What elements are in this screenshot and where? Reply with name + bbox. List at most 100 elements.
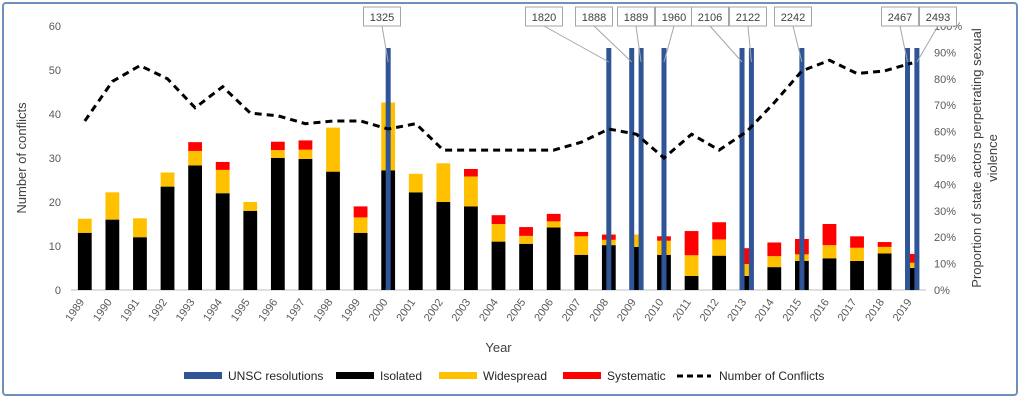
- legend-label: Isolated: [380, 369, 422, 383]
- unsc-resolution-bar-1820: [606, 48, 612, 290]
- unsc-resolution-bar-1325: [385, 48, 391, 290]
- x-tick-label: 2012: [698, 297, 722, 324]
- bar-widespread-1998: [326, 127, 340, 172]
- callout-leader: [381, 25, 389, 63]
- x-tick-label: 2014: [753, 297, 777, 324]
- x-tick-label: 2017: [836, 297, 860, 324]
- callout-label: 1889: [624, 12, 648, 24]
- callout-leader: [747, 25, 752, 63]
- unsc-resolution-bar-1888: [629, 48, 635, 290]
- bar-isolated-1998: [326, 171, 340, 290]
- callout-label: 2122: [736, 12, 760, 24]
- y2-tick-label: 40%: [934, 179, 956, 191]
- x-tick-label: 1989: [63, 297, 87, 324]
- callout-leader: [709, 25, 743, 63]
- bar-widespread-1994: [215, 169, 230, 194]
- callout-leader: [663, 25, 675, 63]
- y2-tick-label: 0%: [934, 285, 950, 297]
- x-tick-label: 2019: [891, 297, 915, 324]
- bar-widespread-2005: [519, 235, 533, 244]
- callout-leader: [593, 25, 633, 63]
- x-axis-title: Year: [485, 340, 512, 355]
- y-tick-label: 0: [55, 285, 61, 297]
- bar-isolated-2006: [546, 227, 561, 290]
- callout-label: 1820: [532, 12, 556, 24]
- x-tick-label: 2015: [780, 297, 804, 324]
- bar-widespread-1993: [188, 150, 203, 166]
- unsc-resolution-bar-2242: [799, 48, 805, 290]
- bar-widespread-1991: [133, 218, 147, 238]
- bar-widespread-2013: [739, 264, 754, 276]
- x-tick-label: 2000: [367, 297, 391, 324]
- callout-label: 2493: [926, 12, 950, 24]
- y-tick-label: 60: [49, 21, 61, 33]
- x-tick-label: 2001: [394, 297, 418, 324]
- bar-isolated-2014: [767, 267, 782, 290]
- bar-isolated-1993: [188, 165, 203, 290]
- x-tick-label: 2016: [808, 297, 832, 324]
- callout-box: [617, 6, 655, 27]
- x-tick-label: 2018: [863, 297, 887, 324]
- chart-frame: 0 10 20 30 40 50 60 0% 10% 20% 30% 40% 50% 60% 70% 80% 9…: [2, 2, 1018, 396]
- bar-widespread-2001: [408, 173, 423, 193]
- unsc-resolution-bar-2122: [748, 48, 754, 290]
- unsc-resolution-bar-2493: [914, 48, 920, 290]
- callout-leader: [916, 25, 939, 63]
- bar-widespread-1999: [353, 217, 368, 233]
- x-tick-label: 1997: [284, 297, 308, 324]
- y-tick-label: 20: [49, 197, 61, 209]
- bar-widespread-1997: [298, 149, 313, 159]
- legend-swatch-widespread: [439, 372, 477, 379]
- callout-label: 2467: [888, 12, 912, 24]
- bar-isolated-1997: [298, 158, 313, 290]
- bar-systematic-2007: [574, 231, 589, 237]
- bar-widespread-2003: [464, 176, 478, 207]
- bar-widespread-2019: [905, 262, 920, 268]
- bar-isolated-2016: [822, 258, 837, 290]
- bar-systematic-2018: [877, 242, 892, 247]
- number-of-conflicts-line: [83, 58, 913, 160]
- bar-isolated-1996: [270, 158, 285, 290]
- bar-widespread-1992: [160, 172, 175, 187]
- x-tick-label: 1996: [256, 297, 280, 324]
- x-tick-label: 1990: [91, 297, 115, 324]
- bar-isolated-2001: [408, 192, 423, 290]
- bar-systematic-2011: [684, 231, 699, 256]
- x-tick-label: 1992: [146, 297, 170, 324]
- bar-isolated-1989: [77, 232, 92, 290]
- y-tick-label: 30: [49, 153, 61, 165]
- bar-systematic-2019: [905, 253, 920, 263]
- callout-label: 1888: [582, 12, 606, 24]
- x-tick-label: 2011: [671, 297, 694, 323]
- callout-leader: [543, 25, 610, 63]
- bar-widespread-2011: [684, 255, 699, 276]
- stacked-bars: [77, 102, 920, 290]
- legend-label: Widespread: [483, 369, 547, 383]
- bar-widespread-1995: [243, 202, 258, 211]
- y-tick-label: 10: [49, 241, 61, 253]
- callout-box: [691, 6, 729, 27]
- bar-systematic-1999: [353, 206, 368, 218]
- bar-widespread-2017: [850, 247, 864, 261]
- bar-isolated-2011: [684, 275, 699, 290]
- y2-tick-label: 60%: [934, 127, 956, 139]
- bar-isolated-2018: [877, 253, 892, 290]
- unsc-resolution-bar-1960: [661, 48, 667, 290]
- bar-systematic-1994: [215, 161, 230, 170]
- bar-isolated-1994: [215, 193, 230, 290]
- bar-isolated-2004: [491, 241, 506, 290]
- unsc-resolution-markers: [385, 48, 920, 290]
- callout-label: 2242: [781, 12, 805, 24]
- x-tick-label: 1993: [174, 297, 198, 324]
- bar-isolated-2012: [712, 255, 727, 290]
- bar-widespread-1989: [77, 218, 92, 233]
- y-tick-label: 50: [49, 65, 61, 77]
- bar-systematic-1993: [188, 142, 203, 151]
- bar-systematic-2016: [822, 224, 837, 246]
- y2-tick-label: 10%: [934, 259, 956, 271]
- x-tick-label: 2009: [615, 297, 639, 324]
- bar-isolated-2002: [436, 202, 451, 290]
- y-tick-label: 40: [49, 109, 61, 121]
- bar-systematic-2003: [464, 169, 478, 177]
- y2-tick-label: 70%: [934, 100, 956, 112]
